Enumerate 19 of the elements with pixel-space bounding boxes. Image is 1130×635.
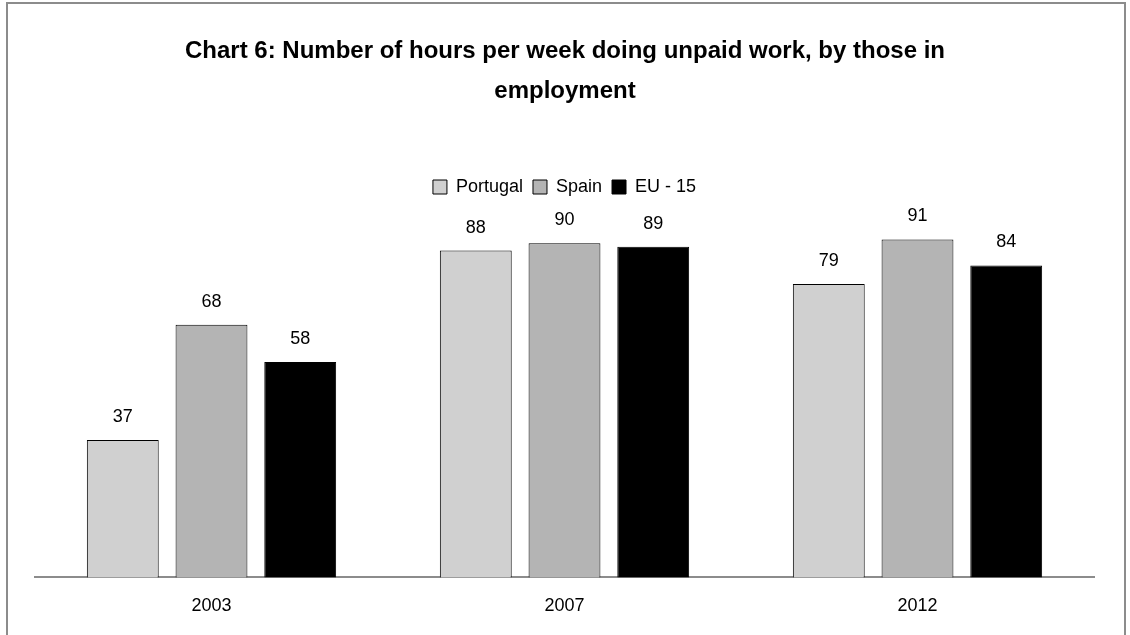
data-label: 37	[112, 405, 133, 426]
bar	[264, 361, 337, 578]
bar	[970, 265, 1043, 578]
x-tick-label: 2003	[191, 595, 232, 616]
data-label: 84	[996, 231, 1017, 252]
legend-label: EU - 15	[635, 175, 697, 196]
legend-label: Spain	[555, 175, 603, 196]
data-label: 89	[643, 212, 664, 233]
data-label: 88	[465, 216, 486, 237]
chart-title: Chart 6: Number of hours per week doing unpaid work, by those in employment	[183, 35, 947, 105]
x-tick-label: 2007	[544, 595, 585, 616]
bar	[617, 246, 690, 578]
data-label: 79	[818, 249, 839, 270]
data-label: 91	[907, 205, 928, 226]
legend-label: Portugal	[455, 175, 523, 196]
data-label: 58	[290, 327, 311, 348]
x-tick-label: 2012	[897, 595, 938, 616]
data-label: 68	[201, 290, 222, 311]
data-label: 90	[554, 209, 575, 230]
